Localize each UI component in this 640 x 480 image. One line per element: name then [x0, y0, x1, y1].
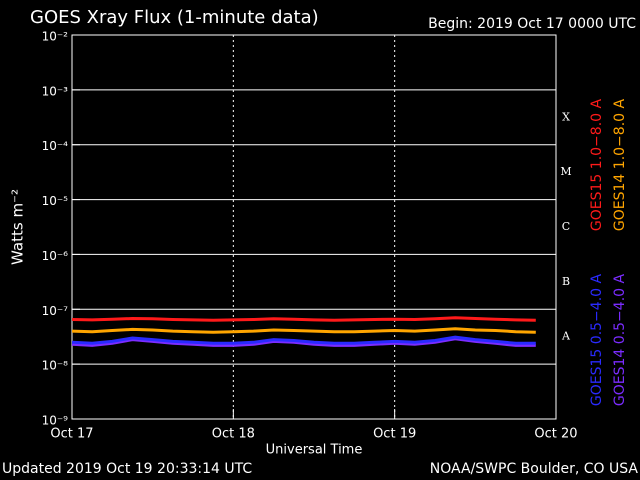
- updated-time: Updated 2019 Oct 19 20:33:14 UTC: [2, 461, 252, 477]
- y-tick-label: 10⁻⁶: [42, 249, 69, 263]
- y-tick-label: 10⁻³: [42, 84, 69, 98]
- y-axis-label: Watts m⁻²: [9, 189, 27, 265]
- flare-class-label: X: [562, 110, 570, 123]
- series-line: [71, 337, 536, 347]
- x-tick-label: Oct 20: [534, 427, 577, 442]
- legend-entry: GOES14 0.5−4.0 A: [612, 274, 628, 407]
- legend-entry: GOES15 0.5−4.0 A: [589, 274, 605, 407]
- legend-entry: GOES14 1.0−8.0 A: [612, 99, 628, 232]
- flare-class-label: A: [561, 330, 571, 343]
- y-tick-label: 10⁻⁸: [42, 359, 69, 373]
- credit: NOAA/SWPC Boulder, CO USA: [430, 461, 639, 477]
- x-axis-label: Universal Time: [266, 443, 363, 458]
- chart-title: GOES Xray Flux (1-minute data): [30, 7, 319, 28]
- x-tick-label: Oct 19: [373, 427, 416, 442]
- y-tick-label: 10⁻⁴: [42, 139, 69, 153]
- flare-class-label: B: [562, 275, 570, 288]
- y-tick-label: 10⁻²: [42, 30, 69, 44]
- series-line: [71, 316, 536, 322]
- series-line: [71, 335, 536, 345]
- legend-entry: GOES15 1.0−8.0 A: [589, 99, 605, 232]
- x-tick-label: Oct 17: [50, 427, 93, 442]
- flare-class-label: C: [562, 220, 570, 233]
- begin-time: Begin: 2019 Oct 17 0000 UTC: [428, 16, 636, 32]
- y-tick-label: 10⁻⁵: [42, 194, 69, 208]
- plot-frame: [71, 34, 557, 420]
- y-tick-label: 10⁻⁹: [42, 414, 69, 428]
- series-line: [71, 327, 536, 334]
- x-tick-label: Oct 18: [212, 427, 255, 442]
- flare-class-label: M: [560, 165, 571, 178]
- y-tick-label: 10⁻⁷: [42, 304, 69, 318]
